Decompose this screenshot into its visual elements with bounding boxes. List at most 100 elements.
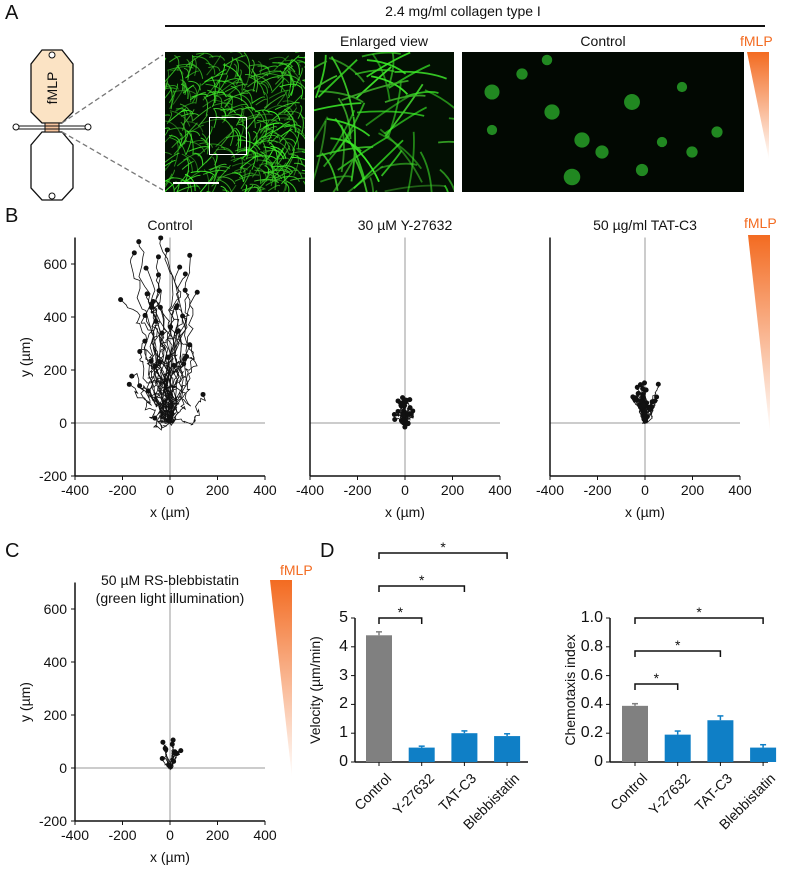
collagen-fiber [282,100,297,107]
collagen-fiber [288,129,299,149]
collagen-fiber [261,179,287,184]
collagen-fiber [290,177,305,181]
collagen-fiber [260,116,280,132]
collagen-fiber [182,109,195,126]
collagen-fiber [197,114,208,127]
y-tick-label: 0.6 [580,666,603,684]
collagen-fiber [302,78,305,81]
collagen-fiber [301,169,305,172]
collagen-fiber [271,78,285,94]
enlarged-title: Enlarged view [340,33,428,49]
collagen-fiber [222,105,234,124]
collagen-fiber [380,149,403,177]
collagen-fiber [203,168,210,192]
collagen-fiber [268,56,287,61]
collagen-fiber [284,108,296,133]
collagen-fiber [165,159,176,167]
x-tick-label: -200 [108,482,137,498]
collagen-fiber [314,74,338,90]
collagen-fiber [279,83,301,88]
collagen-fiber [206,54,222,76]
collagen-fiber [252,123,262,141]
collagen-fiber [186,121,204,133]
collagen-fiber [186,181,190,192]
collagen-fiber [205,146,220,164]
collagen-fiber [188,80,201,91]
collagen-fiber [252,130,274,145]
collagen-fiber [271,147,284,166]
collagen-fiber [263,172,283,180]
collagen-fiber [286,125,305,137]
panel-label-c: C [5,540,20,562]
collagen-fiber [239,93,253,112]
collagen-fiber [366,52,411,78]
collagen-fiber [208,166,231,171]
collagen-fiber [369,177,375,192]
cell [676,81,688,93]
collagen-fiber [314,102,362,112]
collagen-fiber [273,132,291,151]
collagen-fiber [165,87,176,90]
y-tick-label: -200 [38,468,67,484]
collagen-fiber [165,169,176,188]
collagen-fiber [406,131,415,192]
collagen-fiber [268,170,277,187]
collagen-fiber [384,94,426,103]
gradient-label-c: fMLP [280,562,313,578]
collagen-fiber [199,142,213,148]
collagen-fiber [222,189,230,192]
collagen-fiber [183,153,200,161]
collagen-fiber [275,71,287,85]
collagen-fiber [175,102,196,112]
collagen-fiber [252,137,272,148]
collagen-fiber [218,80,237,88]
collagen-fiber [287,85,294,99]
collagen-fiber [245,111,261,131]
collagen-fiber [255,98,268,106]
collagen-fiber [182,107,186,131]
x-tick-label: Control [607,770,651,814]
y-tick-label: 400 [43,654,67,670]
collagen-fiber [330,56,355,117]
collagen-fiber [192,55,197,77]
collagen-fiber [361,52,401,58]
collagen-fiber [169,89,175,110]
panel-label-a: A [5,2,19,24]
collagen-fiber [169,137,187,155]
collagen-fiber [181,153,193,172]
collagen-fiber [274,168,291,175]
cell [486,124,498,136]
panel-label-b: B [5,205,19,227]
x-tick-label: -400 [60,827,90,843]
collagen-fiber [167,66,194,71]
collagen-fiber [250,73,269,78]
collagen-fiber [231,162,252,167]
collagen-fiber [438,140,454,144]
collagen-fiber [249,183,262,192]
collagen-fiber [223,78,242,83]
collagen-fiber [323,129,354,168]
collagen-fiber [223,92,249,102]
collagen-fiber [230,184,237,192]
collagen-fiber [251,96,266,104]
collagen-fiber [217,176,236,185]
collagen-fiber [283,182,290,192]
collagen-fiber [292,128,300,151]
collagen-fiber [191,106,212,122]
chart-title: 50 µM RS-blebbistatin [100,572,240,588]
collagen-fiber [180,122,198,141]
collagen-fiber [220,127,236,147]
collagen-fiber [265,104,283,112]
collagen-fiber [314,54,327,99]
collagen-fiber [350,116,356,182]
y-axis-label: y (µm) [17,336,33,377]
significance-star: * [397,604,404,620]
collagen-fiber [167,83,173,110]
collagen-fiber [255,188,264,192]
collagen-fiber [201,133,209,155]
collagen-fiber [252,146,259,163]
chart-title: Control [147,217,193,233]
collagen-fiber [165,114,171,116]
collagen-fiber [394,70,447,80]
chamber-diagram [12,49,164,201]
